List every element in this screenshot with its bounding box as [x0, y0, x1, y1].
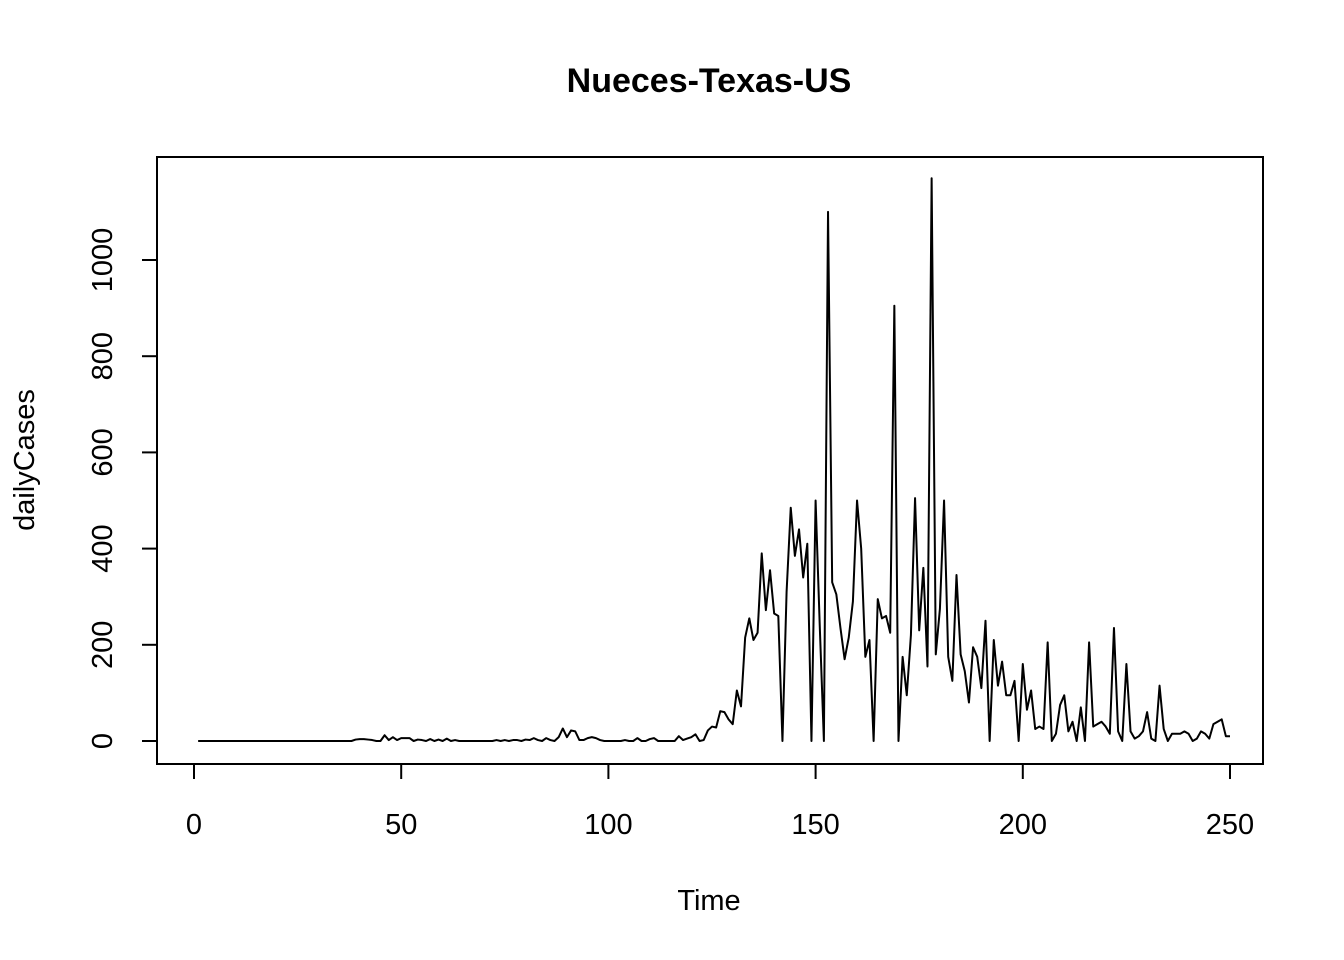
x-tick-label: 50 [385, 809, 417, 841]
series-layer [198, 177, 1230, 742]
y-axis-label: dailyCases [9, 389, 41, 531]
x-tick-label: 250 [1206, 809, 1254, 841]
x-tick-label: 100 [584, 809, 632, 841]
x-axis: 0 50 100 150 200 250 [186, 763, 1254, 841]
y-tick-label: 0 [87, 733, 119, 749]
x-tick-label: 0 [186, 809, 202, 841]
y-tick-label: 400 [87, 524, 119, 572]
y-tick-label: 800 [87, 332, 119, 380]
y-tick-label: 200 [87, 621, 119, 669]
x-axis-label: Time [677, 885, 740, 917]
chart-title: Nueces-Texas-US [567, 62, 852, 100]
plot-frame [156, 156, 1264, 765]
x-tick-label: 200 [999, 809, 1047, 841]
x-tick-label: 150 [791, 809, 839, 841]
y-tick-label: 1000 [87, 228, 119, 293]
y-tick-label: 600 [87, 428, 119, 476]
y-axis: 0 200 400 600 800 1000 [87, 228, 158, 749]
series-line-1 [198, 177, 1230, 742]
